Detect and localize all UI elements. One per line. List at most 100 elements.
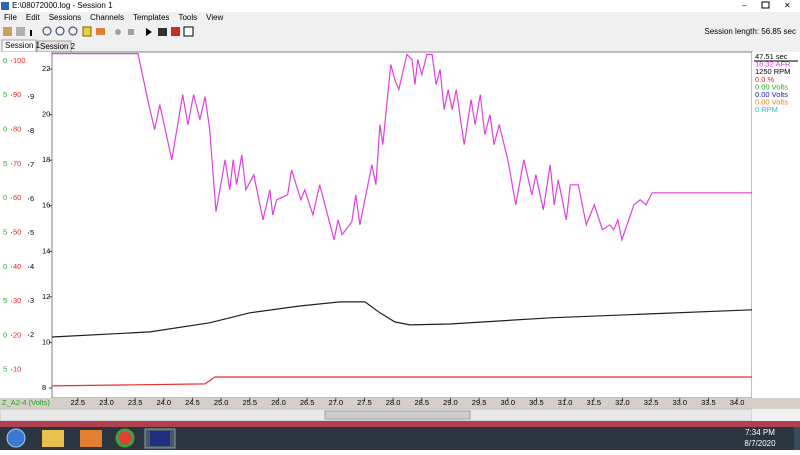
tool-zoom-in[interactable]: [42, 26, 52, 36]
x-tick-label: 23.5: [128, 398, 143, 407]
left-label: 5: [3, 159, 7, 168]
left-label: 5: [3, 227, 7, 236]
y-tick-label: 12: [42, 292, 50, 301]
x-tick-label: 25.0: [214, 398, 229, 407]
x-tick-label: 27.5: [357, 398, 372, 407]
readout: 16.32 AFR: [755, 60, 791, 69]
y-tick-label: 8: [42, 383, 46, 392]
tool-hand[interactable]: [3, 27, 12, 36]
readout: 0 RPM: [755, 105, 778, 114]
close[interactable]: ✕: [784, 1, 791, 10]
x-tick-label: 23.0: [99, 398, 114, 407]
channel-label: Z_A2-4 (Volts): [2, 398, 50, 407]
series-line: [52, 53, 752, 242]
tool-play[interactable]: [146, 28, 152, 36]
readout: 0.00 Volts: [755, 90, 788, 99]
task-media[interactable]: [80, 430, 102, 447]
toolbar: [0, 24, 800, 40]
scroll-thumb[interactable]: [324, 410, 471, 420]
y2-tick-label: 60: [13, 193, 21, 202]
tool-chart[interactable]: [171, 27, 180, 36]
tool-link[interactable]: [96, 28, 105, 35]
tool-record[interactable]: [115, 29, 121, 35]
menu-item[interactable]: View: [206, 13, 223, 22]
y-tick-label: 22: [42, 64, 50, 73]
readout: 0.00 Volts: [755, 82, 788, 91]
x-tick-label: 26.0: [271, 398, 286, 407]
tool-zoom-out[interactable]: [55, 26, 65, 36]
menu-item[interactable]: Tools: [178, 13, 197, 22]
scroll-corner: [752, 409, 800, 421]
toolbar-icons: [3, 26, 194, 37]
session-length: Session length: 56.85 sec: [704, 27, 796, 36]
start-button[interactable]: [6, 428, 26, 448]
tool-binoculars[interactable]: [158, 28, 167, 36]
left-label: 0: [3, 193, 7, 202]
y-tick-label: 10: [42, 337, 50, 346]
menu-item[interactable]: Templates: [133, 13, 169, 22]
left-label: 5: [3, 296, 7, 305]
x-tick-label: 30.5: [529, 398, 544, 407]
menu-item[interactable]: Sessions: [49, 13, 81, 22]
show-desktop[interactable]: [794, 427, 800, 450]
tab-strip: [0, 40, 800, 52]
y3-tick-label: 6: [30, 194, 34, 203]
y3-tick-label: 3: [30, 296, 34, 305]
tool-note[interactable]: [82, 26, 92, 37]
app-icon: [1, 2, 9, 10]
x-tick-label: 29.5: [472, 398, 487, 407]
menu-item[interactable]: File: [4, 13, 17, 22]
maximize[interactable]: [761, 1, 770, 9]
readout: 0.0 %: [755, 75, 775, 84]
tool-grid[interactable]: [183, 26, 194, 37]
taskbar: [0, 427, 800, 450]
tab-label[interactable]: Session 1: [5, 41, 41, 50]
y2-tick-label: 90: [13, 90, 21, 99]
x-tick-label: 31.5: [586, 398, 601, 407]
y-tick-label: 20: [42, 110, 50, 119]
clock-time: 7:34 PM: [745, 428, 775, 437]
x-tick-label: 34.0: [730, 398, 745, 407]
x-tick-label: 29.0: [443, 398, 458, 407]
y3-tick-label: 2: [30, 330, 34, 339]
tool-zoom[interactable]: [68, 26, 78, 36]
readout-panel: [752, 52, 800, 398]
desktop: [0, 421, 800, 427]
y2-tick-label: 10: [13, 365, 21, 374]
tool-hand2[interactable]: [16, 27, 25, 36]
x-tick-label: 28.5: [414, 398, 429, 407]
x-tick-label: 32.5: [644, 398, 659, 407]
x-tick-label: 33.0: [672, 398, 687, 407]
clock-date: 8/7/2020: [744, 439, 776, 448]
title-bar: [0, 0, 800, 12]
readout: 0.00 Volts: [755, 98, 788, 107]
y2-tick-label: 80: [13, 125, 21, 134]
menu-item[interactable]: Edit: [26, 13, 41, 22]
left-label: 0: [3, 125, 7, 134]
y2-tick-label: 20: [13, 330, 21, 339]
minimize[interactable]: –: [742, 1, 747, 10]
y2-tick-label: 100: [13, 56, 26, 65]
readout: 47.51 sec: [755, 52, 788, 61]
y3-tick-label: 9: [30, 92, 34, 101]
menu: File Edit Sessions Channels Templates Tools Vi…: [4, 13, 224, 22]
readout: 1250 RPM: [755, 67, 790, 76]
window-title: E:\08072000.log - Session 1: [12, 1, 113, 10]
menu-item[interactable]: Channels: [90, 13, 124, 22]
tab-label[interactable]: Session 2: [40, 42, 76, 51]
y-tick-label: 16: [42, 201, 50, 210]
task-explorer[interactable]: [42, 430, 64, 447]
tool-stop[interactable]: [128, 29, 134, 35]
y2-tick-label: 50: [13, 227, 21, 236]
left-label: 5: [3, 365, 7, 374]
series-line: [51, 301, 753, 338]
task-chrome[interactable]: [115, 428, 135, 448]
x-tick-label: 30.0: [500, 398, 515, 407]
menu-bar: [0, 12, 800, 24]
x-tick-label: 28.0: [386, 398, 401, 407]
y-tick-label: 14: [42, 246, 50, 255]
left-label: 5: [3, 90, 7, 99]
tool-cursor[interactable]: [30, 30, 32, 36]
